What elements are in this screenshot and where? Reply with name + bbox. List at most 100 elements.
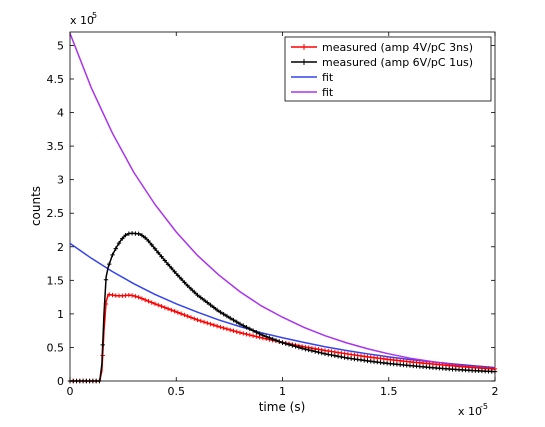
data-point xyxy=(280,340,285,345)
data-point xyxy=(247,332,253,338)
data-point xyxy=(195,317,200,323)
data-point xyxy=(149,300,154,305)
data-point xyxy=(139,296,145,301)
y-exponent-base: x 10 xyxy=(70,14,94,27)
y-tick-label: 4 xyxy=(57,107,64,120)
data-point xyxy=(152,301,158,307)
data-point xyxy=(201,319,207,325)
data-point xyxy=(260,333,266,338)
legend-label-0: measured (amp 4V/pC 3ns) xyxy=(322,41,473,54)
data-point xyxy=(156,250,161,255)
data-point xyxy=(214,307,220,313)
data-point xyxy=(192,316,197,321)
data-point xyxy=(192,289,197,295)
data-point xyxy=(178,276,184,282)
data-point xyxy=(120,236,125,241)
data-point xyxy=(123,233,128,238)
data-point xyxy=(224,313,230,319)
data-point xyxy=(136,231,141,237)
y-tick-label: 2 xyxy=(57,241,64,254)
data-point xyxy=(136,295,141,300)
data-point xyxy=(335,350,341,355)
data-point xyxy=(319,350,324,356)
data-point xyxy=(273,338,279,343)
data-point xyxy=(312,349,318,354)
y-tick-label: 3 xyxy=(57,174,64,187)
y-tick-label: 0.5 xyxy=(47,341,65,354)
data-point xyxy=(107,292,112,297)
x-tick-label: 2 xyxy=(492,385,499,398)
y-tick-label: 0 xyxy=(57,375,64,388)
data-point xyxy=(250,328,256,333)
legend: measured (amp 4V/pC 3ns) measured (amp 6V… xyxy=(284,36,492,102)
data-point xyxy=(322,351,328,357)
data-point xyxy=(205,320,210,326)
data-point xyxy=(277,339,282,344)
data-point xyxy=(146,299,151,304)
data-point xyxy=(218,309,223,315)
legend-label-3: fit xyxy=(322,86,334,99)
data-point xyxy=(231,317,236,323)
data-point xyxy=(169,307,174,313)
legend-marker-0 xyxy=(301,44,307,50)
data-point xyxy=(169,265,174,271)
data-point xyxy=(211,322,217,328)
data-point xyxy=(250,333,256,338)
data-point xyxy=(293,344,298,349)
data-point xyxy=(110,252,115,258)
data-point xyxy=(97,378,102,384)
data-point xyxy=(283,341,288,346)
y-tick-label: 1.5 xyxy=(47,274,65,287)
data-point xyxy=(133,294,138,299)
data-point xyxy=(332,353,338,358)
y-tick-label: 3.5 xyxy=(47,140,65,153)
series-line-3 xyxy=(69,33,496,370)
data-point xyxy=(146,238,151,244)
data-point xyxy=(165,306,171,311)
data-point xyxy=(290,343,295,348)
data-point xyxy=(237,330,243,335)
data-point xyxy=(159,254,164,259)
data-point xyxy=(234,319,239,325)
y-tick-label: 4.5 xyxy=(47,73,65,86)
data-point xyxy=(227,327,233,333)
data-point xyxy=(257,331,262,337)
data-point xyxy=(326,352,331,357)
legend-entries: measured (amp 4V/pC 3ns) measured (amp 6V… xyxy=(291,41,473,99)
data-point xyxy=(107,261,112,267)
data-point xyxy=(152,246,158,251)
data-point xyxy=(270,336,275,342)
data-point xyxy=(149,242,154,248)
data-point xyxy=(116,240,122,246)
data-point xyxy=(335,354,341,359)
data-point xyxy=(492,369,498,374)
legend-marker-1 xyxy=(301,59,307,65)
y-exponent-power: 5 xyxy=(92,11,97,20)
data-point xyxy=(316,350,321,355)
data-point xyxy=(227,315,233,321)
y-tick-label: 2.5 xyxy=(47,207,65,220)
x-exponent-base: x 10 xyxy=(458,405,482,418)
data-point xyxy=(342,355,347,360)
data-point xyxy=(201,297,207,303)
data-point xyxy=(103,277,109,283)
data-point xyxy=(113,246,118,251)
data-point xyxy=(267,335,272,340)
data-point xyxy=(309,348,315,353)
y-tick-label: 5 xyxy=(57,39,64,52)
data-point xyxy=(221,311,226,317)
legend-label-2: fit xyxy=(322,71,334,84)
data-point xyxy=(306,347,311,353)
y-tick-label: 1 xyxy=(57,308,64,321)
x-tick-label: 1 xyxy=(279,385,286,398)
data-point xyxy=(263,334,269,339)
data-point xyxy=(205,300,210,305)
data-point xyxy=(244,332,249,337)
data-point xyxy=(110,292,115,298)
x-tick-label: 0 xyxy=(67,385,74,398)
data-point xyxy=(234,329,239,334)
data-point xyxy=(254,330,259,335)
data-point xyxy=(198,318,203,324)
data-point xyxy=(339,350,344,356)
data-point xyxy=(172,309,177,314)
